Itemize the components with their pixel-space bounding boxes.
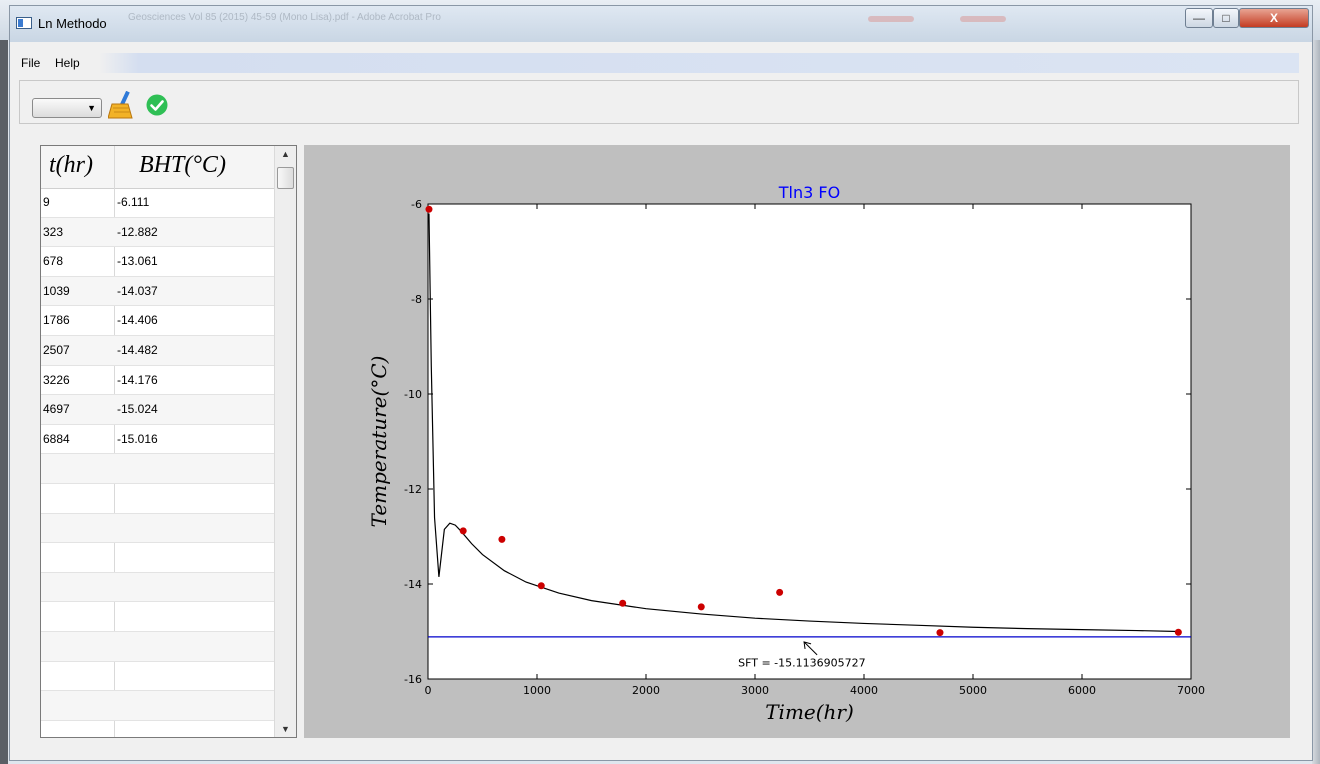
table-header: t(hr) BHT(°C) [41, 146, 274, 189]
plot-panel: 0 1000 2000 3000 4000 5000 6000 7000 -6 -8 -10 -12 -… [304, 145, 1290, 738]
data-point [537, 582, 545, 590]
data-table: t(hr) BHT(°C) 9 -6.111 323 -12.882 678 -13.06… [40, 145, 297, 738]
menu-help[interactable]: Help [55, 56, 80, 70]
table-row[interactable]: 4697 -15.024 [41, 395, 274, 425]
column-header-bht[interactable]: BHT(°C) [139, 152, 226, 178]
cell-bht[interactable]: -15.016 [117, 431, 158, 446]
table-row[interactable]: 678 -13.061 [41, 247, 274, 277]
data-point [619, 599, 627, 607]
data-point [936, 629, 944, 637]
checkmark-icon[interactable] [146, 94, 168, 116]
table-row[interactable] [41, 484, 274, 514]
x-tick-label: 7000 [1177, 684, 1205, 697]
background-title-text: Geosciences Vol 85 (2015) 45-59 (Mono Li… [128, 12, 441, 23]
cell-bht[interactable]: -14.037 [117, 283, 158, 298]
table-row[interactable] [41, 543, 274, 573]
x-axis-label: Time(hr) [765, 700, 854, 724]
background-edge-right [1312, 40, 1320, 764]
dropdown-arrow-icon[interactable]: ▼ [87, 103, 96, 113]
x-tick-label: 3000 [741, 684, 769, 697]
y-tick-label: -12 [404, 483, 422, 496]
x-tick-label: 2000 [632, 684, 660, 697]
table-row[interactable]: 323 -12.882 [41, 217, 274, 248]
data-point [498, 535, 506, 543]
cell-time[interactable]: 1039 [43, 283, 70, 298]
column-header-time[interactable]: t(hr) [49, 152, 93, 178]
cell-bht[interactable]: -14.176 [117, 372, 158, 387]
data-point [697, 603, 705, 611]
window-title: Ln Methodo [38, 16, 107, 31]
y-tick-label: -16 [404, 673, 422, 686]
chart: 0 1000 2000 3000 4000 5000 6000 7000 -6 -8 -10 -12 -… [367, 183, 1205, 724]
table-row[interactable] [41, 602, 274, 632]
x-tick-label: 5000 [959, 684, 987, 697]
broom-icon[interactable] [108, 91, 134, 119]
cell-bht[interactable]: -13.061 [117, 254, 158, 269]
cell-bht[interactable]: -15.024 [117, 402, 158, 417]
cell-time[interactable]: 678 [43, 254, 64, 269]
table-row[interactable] [41, 721, 274, 737]
table-row[interactable] [41, 691, 274, 721]
cell-time[interactable]: 4697 [43, 402, 70, 417]
cell-bht[interactable]: -12.882 [117, 224, 158, 239]
column-divider [114, 146, 115, 737]
maximize-button[interactable]: □ [1213, 8, 1239, 28]
scroll-down-arrow-icon[interactable]: ▼ [281, 724, 290, 734]
plot-area [427, 203, 1192, 680]
menu-file[interactable]: File [21, 56, 41, 70]
app-icon [16, 17, 32, 29]
table-row[interactable] [41, 631, 274, 662]
data-point [425, 205, 433, 213]
cell-time[interactable]: 6884 [43, 431, 70, 446]
table-body: 9 -6.111 323 -12.882 678 -13.061 1039 -14.037 17… [41, 188, 274, 737]
scroll-thumb[interactable] [277, 167, 294, 189]
cell-time[interactable]: 323 [43, 224, 64, 239]
chart-title: Tln3 FO [778, 183, 840, 202]
table-row[interactable]: 2507 -14.482 [41, 335, 274, 366]
minimize-button[interactable]: — [1185, 8, 1213, 28]
title-bar[interactable]: Ln Methodo Geosciences Vol 85 (2015) 45-… [10, 6, 1312, 42]
table-row[interactable]: 9 -6.111 [41, 188, 274, 218]
table-row[interactable] [41, 662, 274, 692]
y-tick-label: -8 [411, 293, 422, 306]
data-point [459, 527, 467, 535]
annotation-arrow-line [803, 641, 818, 656]
table-row[interactable]: 3226 -14.176 [41, 366, 274, 396]
table-scrollbar[interactable]: ▲ ▼ [274, 146, 296, 737]
y-tick-label: -10 [404, 388, 422, 401]
cell-bht[interactable]: -14.482 [117, 342, 158, 357]
annotation-arrow-head [803, 641, 812, 649]
y-tick-label: -14 [404, 578, 422, 591]
background-blur-mark [868, 16, 914, 22]
cell-time[interactable]: 3226 [43, 372, 70, 387]
data-point [1174, 628, 1182, 636]
cell-bht[interactable]: -6.111 [117, 195, 150, 209]
cell-time[interactable]: 1786 [43, 313, 70, 328]
cell-time[interactable]: 2507 [43, 342, 70, 357]
cell-time[interactable]: 9 [43, 195, 50, 209]
table-row[interactable] [41, 572, 274, 603]
y-tick-label: -6 [411, 198, 422, 211]
x-tick-label: 1000 [523, 684, 551, 697]
sft-annotation: SFT = -15.1136905727 [738, 656, 866, 669]
table-row[interactable]: 1039 -14.037 [41, 276, 274, 307]
x-tick-label: 4000 [850, 684, 878, 697]
background-blur-mark [960, 16, 1006, 22]
menu-bar: File Help [19, 53, 1299, 73]
data-point [776, 588, 784, 596]
table-row[interactable] [41, 513, 274, 544]
x-tick-label: 0 [425, 684, 432, 697]
close-button[interactable]: X [1239, 8, 1309, 28]
toolbar: ▼ [19, 80, 1299, 124]
cell-bht[interactable]: -14.406 [117, 313, 158, 328]
y-axis-label: Temperature(°C) [367, 356, 391, 528]
x-tick-label: 6000 [1068, 684, 1096, 697]
background-edge-left [0, 40, 8, 764]
table-row[interactable]: 6884 -15.016 [41, 425, 274, 455]
table-row[interactable]: 1786 -14.406 [41, 306, 274, 336]
fit-curve-line [428, 213, 1179, 633]
method-combo-box[interactable]: ▼ [32, 98, 102, 118]
table-row[interactable] [41, 454, 274, 484]
scroll-up-arrow-icon[interactable]: ▲ [281, 149, 290, 159]
